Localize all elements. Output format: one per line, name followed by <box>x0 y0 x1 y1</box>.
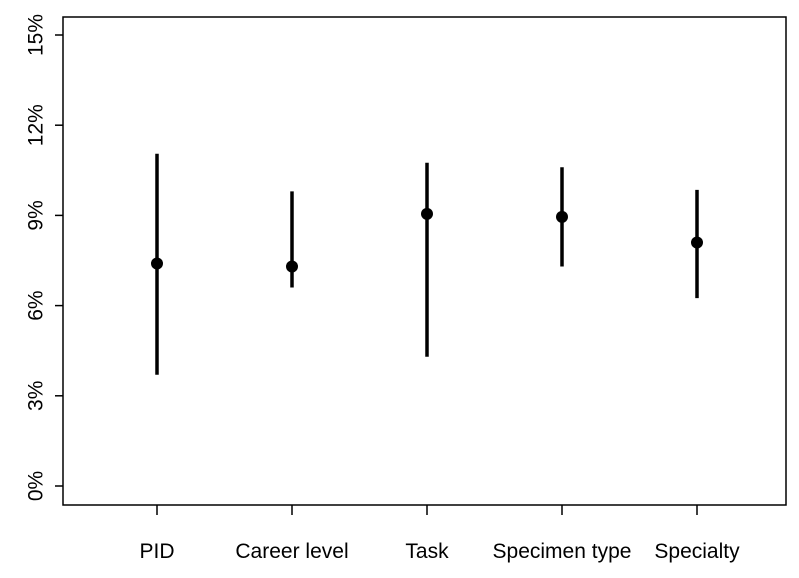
x-axis: PID Career level Task Specimen type Specialt… <box>139 505 740 563</box>
y-axis: 0% 3% 6% 9% 12% 15% <box>25 14 63 501</box>
y-tick-label: 0% <box>25 471 48 501</box>
series-group <box>151 153 703 375</box>
x-tick-label: Specimen type <box>493 540 632 563</box>
point-estimate <box>691 236 703 249</box>
y-tick-label: 12% <box>25 104 48 146</box>
point-estimate <box>421 207 433 220</box>
plot-frame <box>62 16 787 506</box>
y-tick-label: 3% <box>25 381 48 411</box>
x-tick-label: PID <box>139 540 174 563</box>
point-estimate <box>556 210 568 223</box>
point-estimate <box>286 260 298 273</box>
y-tick-label: 6% <box>25 290 48 320</box>
y-tick-label: 15% <box>25 14 48 56</box>
x-tick-label: Task <box>405 540 449 563</box>
x-tick-label: Specialty <box>654 540 740 563</box>
point-estimate <box>151 257 163 270</box>
y-tick-label: 9% <box>25 200 48 230</box>
x-tick-label: Career level <box>235 540 348 563</box>
